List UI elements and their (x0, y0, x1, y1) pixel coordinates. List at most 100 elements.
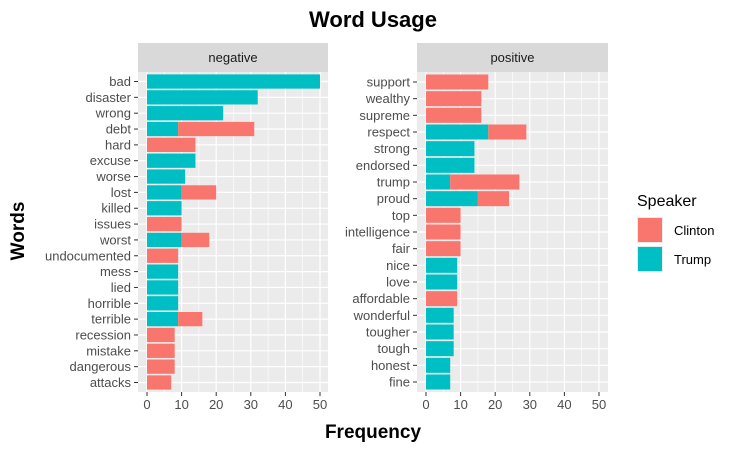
y-tick-label: intelligence (345, 225, 410, 240)
y-tick-label: terrible (91, 312, 131, 327)
y-tick-label: lost (111, 185, 132, 200)
bar-clinton-terrible (178, 312, 203, 327)
bar-trump-worse (147, 169, 186, 184)
bar-trump-killed (147, 201, 182, 216)
y-tick-label: strong (374, 141, 410, 156)
bar-trump-horrible (147, 296, 179, 311)
y-tick-label: respect (367, 125, 410, 140)
bar-trump-debt (147, 121, 179, 137)
y-tick-label: bad (109, 74, 131, 89)
bar-trump-bad (147, 74, 320, 89)
bar-clinton-attacks (147, 375, 172, 390)
x-tick-label: 20 (488, 397, 502, 412)
x-tick-label: 30 (523, 397, 537, 412)
bar-clinton-lost (181, 185, 217, 200)
bar-trump-trump (426, 174, 451, 190)
y-tick-label: mess (100, 264, 132, 279)
x-tick-label: 10 (174, 397, 188, 412)
y-tick-label: love (386, 275, 410, 290)
bar-clinton-mistake (147, 343, 175, 358)
bar-clinton-worst (181, 232, 210, 248)
y-tick-label: wonderful (353, 308, 410, 323)
y-tick-label: trump (377, 175, 410, 190)
legend-label-trump: Trump (674, 252, 711, 267)
x-tick-label: 10 (453, 397, 467, 412)
bar-trump-lied (147, 280, 179, 295)
y-tick-label: affordable (352, 291, 410, 306)
y-tick-label: honest (371, 358, 410, 373)
legend-key-trump (638, 247, 662, 271)
bar-trump-tougher (426, 324, 454, 340)
y-tick-label: proud (377, 191, 410, 206)
y-tick-label: worst (99, 232, 131, 247)
y-tick-label: recession (75, 327, 131, 342)
y-tick-label: top (392, 208, 410, 223)
bar-clinton-dangerous (147, 359, 175, 374)
bar-trump-tough (426, 341, 454, 357)
bar-clinton-undocumented (147, 248, 179, 263)
bar-trump-mess (147, 264, 179, 279)
bar-trump-nice (426, 257, 458, 273)
y-tick-label: excuse (90, 153, 131, 168)
y-tick-label: debt (106, 122, 132, 137)
y-tick-label: supreme (359, 108, 410, 123)
x-tick-label: 50 (592, 397, 606, 412)
bar-trump-disaster (147, 90, 258, 105)
x-tick-label: 20 (209, 397, 223, 412)
y-tick-label: disaster (85, 90, 131, 105)
y-tick-label: dangerous (70, 359, 132, 374)
y-tick-label: undocumented (45, 248, 131, 263)
bar-clinton-intelligence (426, 224, 461, 240)
bar-clinton-issues (147, 216, 182, 232)
bar-clinton-debt (178, 121, 255, 137)
bar-trump-excuse (147, 153, 196, 168)
x-tick-label: 0 (422, 397, 429, 412)
y-tick-label: fair (392, 241, 411, 256)
legend-key-clinton (638, 218, 662, 242)
x-tick-label: 40 (557, 397, 571, 412)
bar-clinton-respect (488, 124, 527, 140)
bar-clinton-support (426, 74, 489, 90)
y-tick-label: issues (94, 217, 131, 232)
y-tick-label: attacks (90, 375, 132, 390)
x-tick-label: 50 (313, 397, 327, 412)
bar-clinton-proud (477, 191, 510, 207)
y-tick-label: wealthy (365, 91, 411, 106)
y-tick-label: wrong (95, 106, 131, 121)
bar-trump-fine (426, 374, 451, 390)
legend-title: Speaker (637, 193, 697, 210)
legend: Speaker Clinton Trump (637, 193, 714, 272)
y-tick-label: hard (105, 137, 131, 152)
bar-trump-strong (426, 141, 475, 157)
y-tick-label: tough (377, 341, 410, 356)
y-tick-label: lied (111, 280, 131, 295)
bar-clinton-recession (147, 327, 175, 343)
bar-trump-honest (426, 357, 451, 373)
bar-trump-love (426, 274, 458, 290)
y-tick-label: mistake (86, 343, 131, 358)
bar-clinton-supreme (426, 107, 482, 123)
facet-strip (417, 43, 608, 72)
bar-trump-wrong (147, 106, 224, 121)
bar-clinton-hard (147, 137, 196, 152)
legend-label-clinton: Clinton (674, 223, 714, 238)
x-tick-label: 30 (244, 397, 258, 412)
y-tick-label: fine (389, 375, 410, 390)
bar-trump-lost (147, 185, 182, 200)
y-tick-label: nice (386, 258, 410, 273)
chart-title: Word Usage (309, 7, 437, 32)
bar-trump-proud (426, 191, 478, 207)
x-axis-title: Frequency (325, 422, 422, 443)
y-tick-label: horrible (88, 296, 131, 311)
facet-strip (138, 43, 328, 72)
bar-clinton-affordable (426, 291, 458, 307)
bar-trump-terrible (147, 312, 179, 327)
facet-strip-label: positive (490, 50, 534, 65)
bar-clinton-trump (450, 174, 520, 190)
bar-clinton-fair (426, 241, 461, 257)
bar-trump-endorsed (426, 157, 475, 173)
bar-clinton-top (426, 207, 461, 223)
facet-strip-label: negative (208, 50, 257, 65)
